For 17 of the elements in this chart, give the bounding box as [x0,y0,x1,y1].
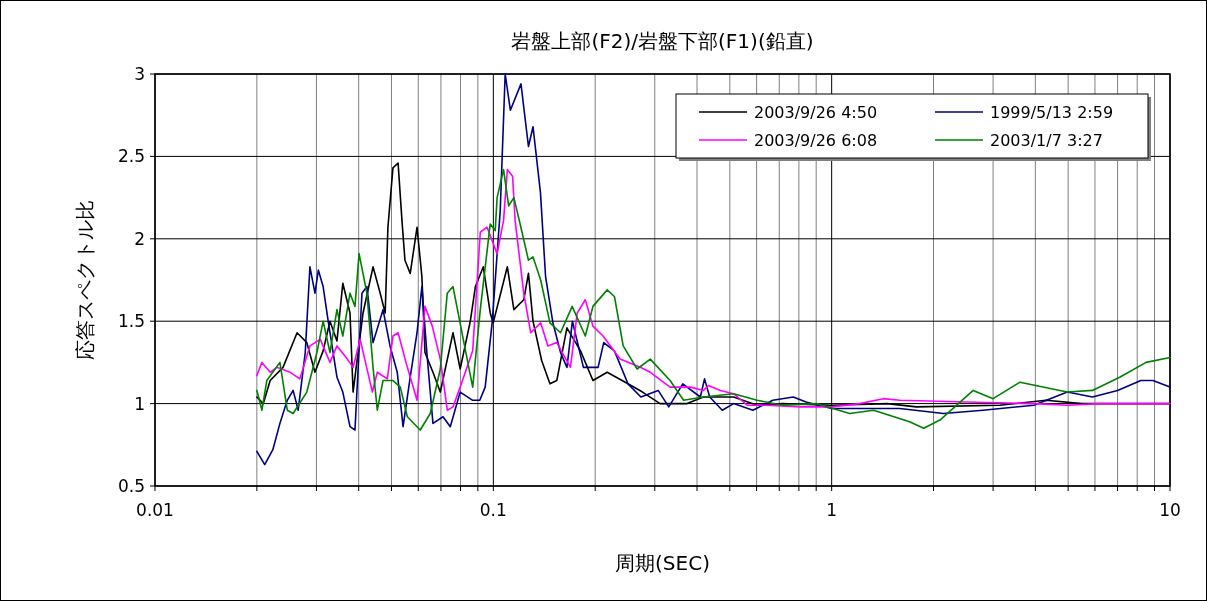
x-axis-title: 周期(SEC) [615,551,710,575]
chart-title: 岩盤上部(F2)/岩盤下部(F1)(鉛直) [511,29,814,53]
x-tick-label: 0.01 [136,500,174,520]
legend-label: 2003/9/26 4:50 [754,103,878,122]
y-tick-label: 0.5 [117,476,145,496]
y-tick-label: 2 [134,228,145,249]
y-axis-title: 応答スペクトル比 [73,200,97,360]
x-tick-label: 10 [1159,500,1181,520]
y-tick-label: 1.5 [117,311,145,332]
y-tick-label: 3 [134,64,145,84]
x-tick-label: 0.1 [479,500,507,520]
y-tick-label: 2.5 [117,146,145,167]
y-tick-label: 1 [134,393,145,414]
x-tick-label: 1 [826,500,838,520]
legend-label: 2003/1/7 3:27 [990,131,1103,150]
legend-label: 2003/9/26 6:08 [754,131,878,150]
legend-label: 1999/5/13 2:59 [990,103,1114,122]
